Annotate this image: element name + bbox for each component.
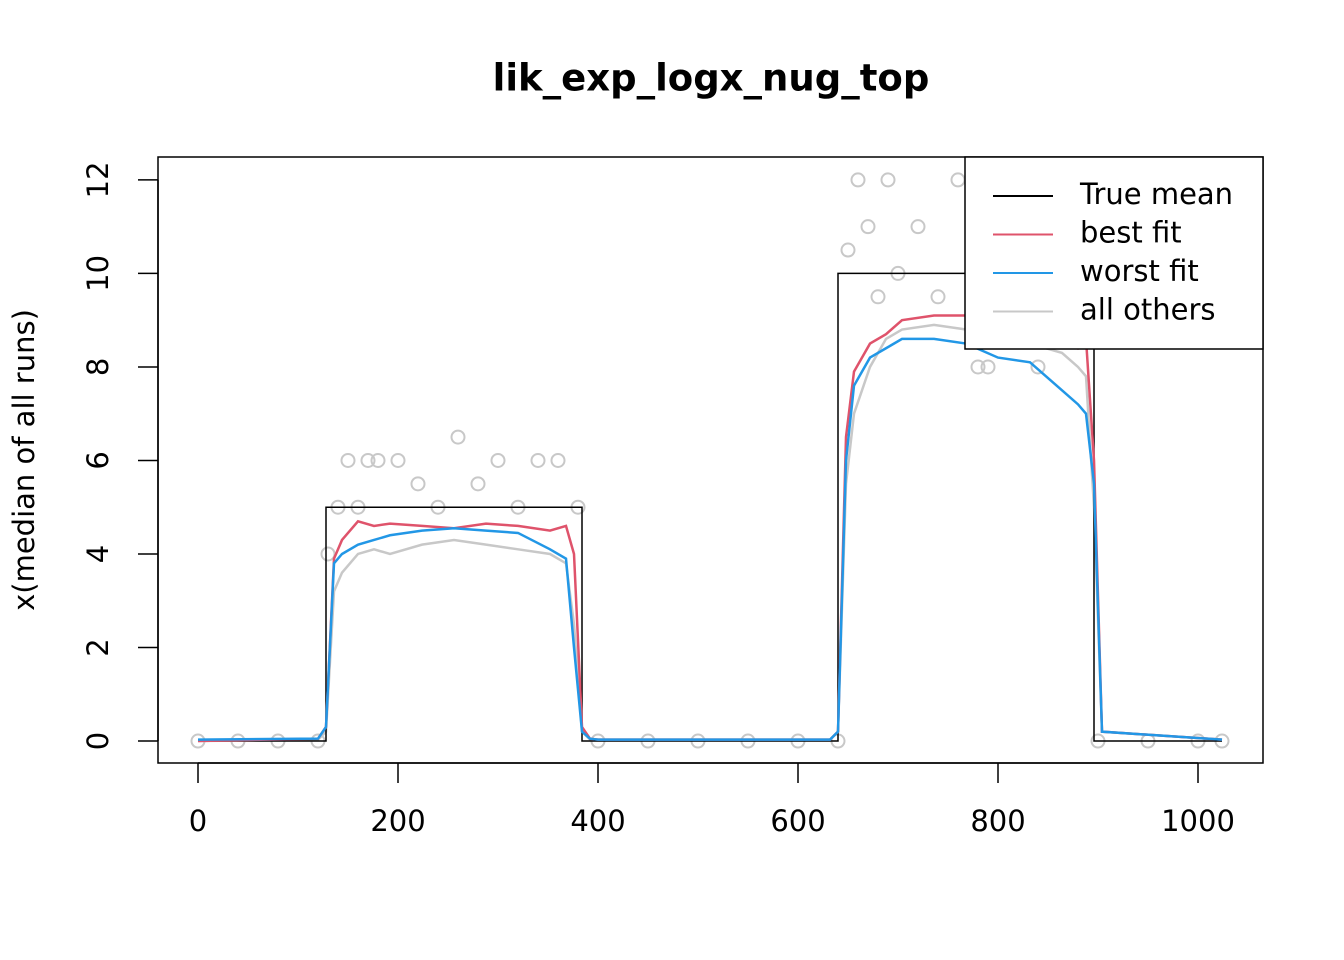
point — [860, 219, 876, 235]
legend-label: worst fit — [1080, 254, 1199, 288]
x-tick-label: 600 — [770, 804, 825, 838]
x-tick-label: 200 — [370, 804, 425, 838]
point — [320, 546, 336, 562]
y-tick-label: 2 — [81, 638, 115, 656]
plot-frame — [157, 156, 1264, 764]
x-tick-label: 400 — [570, 804, 625, 838]
legend-box — [964, 156, 1264, 350]
point — [340, 452, 356, 468]
point — [410, 476, 426, 492]
series-line — [197, 323, 1223, 743]
legend-label: best fit — [1080, 216, 1182, 250]
point — [970, 359, 986, 375]
x-tick-label: 0 — [189, 804, 207, 838]
point — [1030, 359, 1046, 375]
point — [930, 289, 946, 305]
point — [870, 289, 886, 305]
chart-title: lik_exp_logx_nug_top — [493, 57, 930, 100]
point — [390, 452, 406, 468]
y-tick-label: 4 — [81, 545, 115, 563]
x-tick-label: 1000 — [1161, 804, 1235, 838]
point — [370, 452, 386, 468]
point — [910, 219, 926, 235]
legend-label: True mean — [1079, 177, 1233, 211]
point — [850, 172, 866, 188]
point — [360, 452, 376, 468]
y-tick-label: 10 — [81, 255, 115, 292]
y-tick-label: 12 — [81, 161, 115, 198]
point — [950, 172, 966, 188]
y-tick-label: 0 — [81, 732, 115, 750]
point — [840, 242, 856, 258]
point — [530, 452, 546, 468]
point — [450, 429, 466, 445]
point — [550, 452, 566, 468]
series-line — [197, 337, 1223, 741]
y-tick-label: 6 — [81, 451, 115, 469]
y-tick-label: 8 — [81, 358, 115, 376]
x-tick-label: 800 — [970, 804, 1025, 838]
point — [490, 452, 506, 468]
legend-label: all others — [1080, 293, 1215, 327]
y-axis-label: x(median of all runs) — [7, 309, 41, 611]
series-line — [197, 309, 1223, 743]
point — [880, 172, 896, 188]
point — [470, 476, 486, 492]
point — [980, 359, 996, 375]
